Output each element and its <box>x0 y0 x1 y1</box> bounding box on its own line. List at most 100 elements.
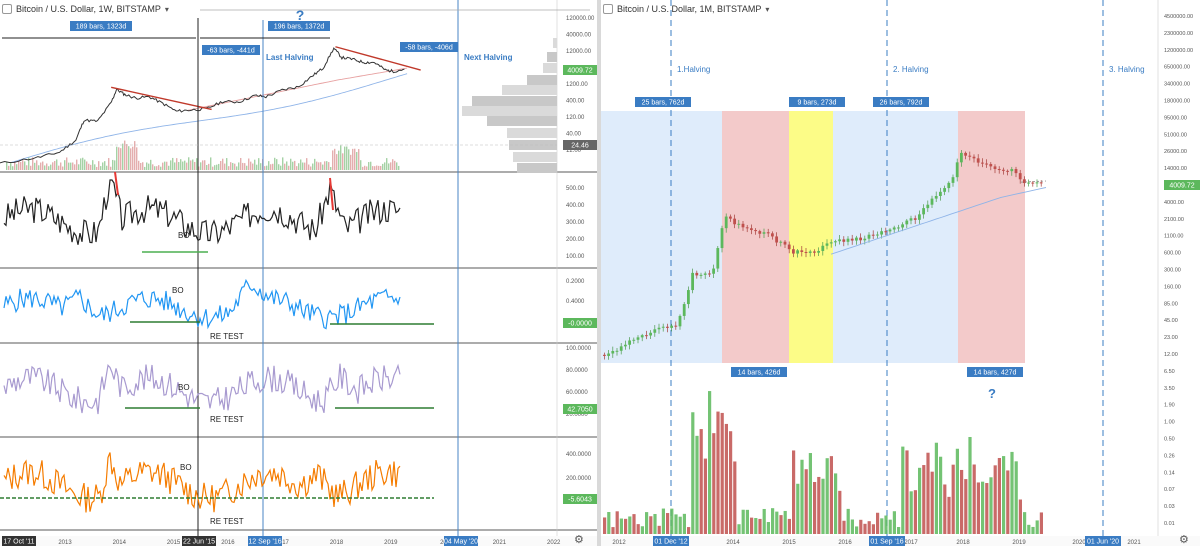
price-axis-label: 40000.00 <box>566 33 592 39</box>
volume-bar <box>96 166 98 170</box>
gear-icon[interactable]: ⚙ <box>574 534 584 546</box>
volume-bar <box>200 162 202 170</box>
volume-bar <box>934 442 938 534</box>
volume-bar <box>104 161 106 170</box>
candle-body <box>758 231 762 234</box>
oscillator-1-axis-label: 500.00 <box>566 186 585 192</box>
volume-bar <box>170 160 172 170</box>
volume-bar <box>930 471 934 534</box>
candle-body <box>1014 169 1018 174</box>
gear-icon[interactable]: ⚙ <box>1179 534 1189 546</box>
volume-bar <box>758 518 762 534</box>
price-axis-label: 160.00 <box>1164 284 1181 290</box>
volume-bar <box>368 162 370 170</box>
price-axis-label: 1.00 <box>1164 420 1175 426</box>
volume-bar <box>344 146 346 170</box>
cycle-zone <box>601 111 722 363</box>
volume-bar <box>985 483 989 534</box>
weekly-chart-title-bar[interactable]: Bitcoin / U.S. Dollar, 1W, BITSTAMP ▾ <box>2 4 169 14</box>
volume-bar <box>62 166 64 170</box>
volume-bar <box>258 158 260 170</box>
volume-bar <box>670 508 674 534</box>
price-axis-label: 0.50 <box>1164 437 1175 443</box>
volume-bar <box>976 482 980 534</box>
cycle-duration-label: 14 bars, 427d <box>974 370 1017 377</box>
volume-bar <box>252 163 254 170</box>
monthly-chart-panel[interactable]: 1.Halving 2. Halving 3. Halving 25 bars, 76… <box>601 0 1200 546</box>
volume-bar <box>130 148 132 170</box>
candle-body <box>691 272 694 291</box>
chart-symbol-icon <box>603 4 613 14</box>
volume-bar <box>666 513 670 534</box>
time-axis-badge: 22 Jun '15 <box>183 539 215 546</box>
volume-bar <box>960 469 964 534</box>
price-axis-label: 1200000.00 <box>1164 48 1193 54</box>
chevron-down-icon[interactable]: ▾ <box>164 4 169 14</box>
volume-bar <box>50 164 52 170</box>
volume-bar <box>114 160 116 170</box>
candle-body <box>825 243 829 246</box>
range-label-neg63: -63 bars, -441d <box>207 48 255 55</box>
oscillator-2-retest-label: RE TEST <box>210 332 244 341</box>
weekly-chart-panel[interactable]: 189 bars, 1323d 196 bars, 1372d -63 bars, … <box>0 0 597 546</box>
candle-body <box>926 204 930 209</box>
range-label-neg63-bg <box>202 45 260 55</box>
volume-bar <box>222 158 224 170</box>
volume-bar <box>206 164 208 170</box>
moving-average-line <box>10 73 408 164</box>
volume-bar <box>943 484 947 534</box>
oscillator-3-axis-label: 20.0000 <box>566 412 588 418</box>
volume-bar <box>340 145 342 170</box>
chevron-down-icon[interactable]: ▾ <box>765 4 770 14</box>
volume-bar <box>240 157 242 170</box>
volume-bar <box>892 511 896 534</box>
candle-body <box>716 248 720 269</box>
candle-body <box>741 223 745 228</box>
volume-bar <box>238 162 240 170</box>
volume-bar <box>322 164 324 170</box>
volume-bar <box>653 513 657 534</box>
candle-body <box>653 329 657 333</box>
volume-bar <box>202 160 204 170</box>
price-axis-label: 1200.00 <box>566 82 588 88</box>
candle-body <box>775 236 778 243</box>
time-axis-label: 2014 <box>726 540 740 546</box>
monthly-chart-title-bar[interactable]: Bitcoin / U.S. Dollar, 1M, BITSTAMP ▾ <box>603 4 769 14</box>
monthly-chart-canvas[interactable]: 1.Halving 2. Halving 3. Halving 25 bars, 76… <box>601 0 1200 546</box>
cycle-zone <box>833 111 958 363</box>
weekly-chart-canvas[interactable]: 189 bars, 1323d 196 bars, 1372d -63 bars, … <box>0 0 597 546</box>
volume-bar <box>334 148 336 170</box>
volume-bar <box>300 159 302 170</box>
candle-body <box>817 250 820 253</box>
oscillator-4-bo-label: BO <box>180 463 192 472</box>
volume-bar <box>754 518 758 534</box>
volume-bar <box>657 525 661 534</box>
volume-bar <box>390 162 392 170</box>
volume-bar <box>699 429 703 534</box>
time-axis-label: 2014 <box>113 540 127 546</box>
volume-bar <box>762 508 766 534</box>
volume-bar <box>76 159 78 170</box>
panel-divider[interactable] <box>597 0 601 546</box>
volume-bar <box>242 162 244 170</box>
volume-bar <box>42 161 44 170</box>
price-axis-label: 0.01 <box>1164 521 1175 527</box>
candle-body <box>699 274 703 276</box>
candle-body <box>754 230 757 232</box>
candle-body <box>955 162 959 178</box>
volume-bar <box>148 163 150 170</box>
volume-bar <box>972 464 976 534</box>
volume-bar <box>210 157 212 170</box>
volume-bar <box>24 161 26 170</box>
candle-body <box>863 238 867 241</box>
volume-bar <box>1010 451 1014 534</box>
candle-body <box>1031 182 1035 184</box>
volume-bar <box>378 165 380 170</box>
price-axis-label: 12.00 <box>1164 352 1178 358</box>
projection-line <box>1020 180 1047 183</box>
volume-bar <box>150 159 152 170</box>
volume-bar <box>154 166 156 170</box>
candle-body <box>976 158 980 163</box>
candle-body <box>762 232 766 234</box>
volume-bar <box>272 163 274 170</box>
